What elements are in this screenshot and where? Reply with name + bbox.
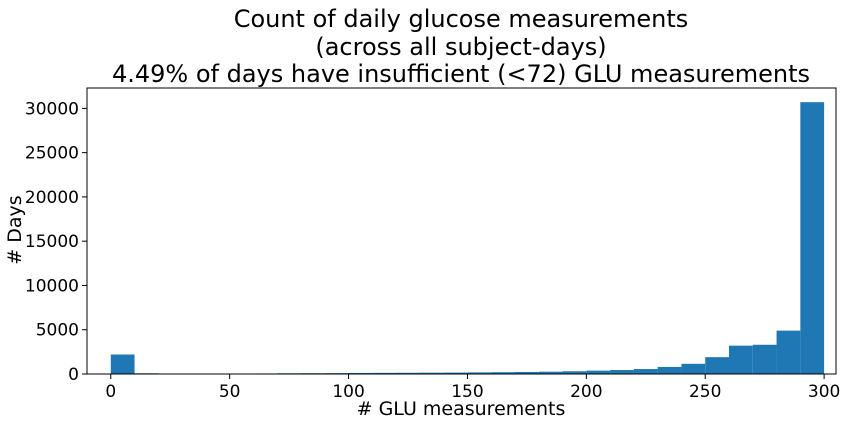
histogram-bar xyxy=(657,366,682,374)
y-axis-ticks: 0 5000 10000 15000 20000 25000 30000 xyxy=(25,99,87,385)
x-tick-label: 100 xyxy=(332,382,364,402)
histogram-bar xyxy=(110,354,135,374)
plot-frame xyxy=(86,87,837,375)
x-axis-ticks: 0 50 100 150 200 250 300 xyxy=(105,374,840,402)
histogram-bar xyxy=(538,371,563,374)
x-tick-label: 200 xyxy=(570,382,602,402)
x-tick-label: 300 xyxy=(808,382,840,402)
histogram-bar xyxy=(396,372,420,374)
histogram-bar xyxy=(776,330,801,374)
histogram-bar xyxy=(705,357,729,374)
histogram-bar xyxy=(562,371,587,374)
histogram-bar xyxy=(419,372,444,374)
histogram-bars xyxy=(110,102,825,375)
histogram-bar xyxy=(729,345,753,374)
histogram-bar xyxy=(681,363,706,374)
histogram-bar xyxy=(443,372,468,374)
y-tick-label: 20000 xyxy=(25,188,79,208)
histogram-bar xyxy=(586,370,611,374)
x-axis-label: # GLU measurements xyxy=(357,398,566,420)
chart-title: Count of daily glucose measurements (acr… xyxy=(112,5,810,88)
histogram-bar xyxy=(515,371,539,374)
y-axis-label: # Days xyxy=(4,195,26,264)
histogram-bar xyxy=(800,102,825,375)
histogram-bar xyxy=(348,372,373,374)
histogram-bar xyxy=(491,372,515,374)
title-line-2: (across all subject-days) xyxy=(315,33,606,61)
x-tick-label: 150 xyxy=(451,382,483,402)
histogram-bar xyxy=(467,372,492,374)
title-line-3: 4.49% of days have insufficient (<72) GL… xyxy=(112,60,810,88)
histogram-bar xyxy=(610,370,634,374)
y-tick-label: 15000 xyxy=(25,232,79,252)
x-tick-label: 0 xyxy=(105,382,116,402)
y-tick-label: 10000 xyxy=(25,276,79,296)
y-tick-label: 5000 xyxy=(36,321,79,341)
histogram-bar xyxy=(372,372,397,374)
y-tick-label: 25000 xyxy=(25,144,79,164)
histogram-bar xyxy=(633,369,658,374)
y-tick-label: 30000 xyxy=(25,99,79,119)
histogram-bar xyxy=(752,344,777,374)
x-tick-label: 250 xyxy=(689,382,721,402)
title-line-1: Count of daily glucose measurements xyxy=(234,5,689,33)
x-tick-label: 50 xyxy=(219,382,241,402)
y-tick-label: 0 xyxy=(68,365,79,385)
